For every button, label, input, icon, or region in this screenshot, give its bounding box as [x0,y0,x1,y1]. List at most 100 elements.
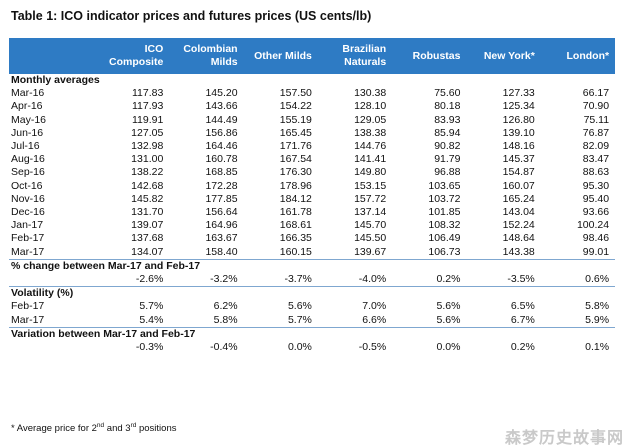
row-label-cell: Jul-16 [11,140,40,153]
value-cell: -3.5% [507,273,535,286]
table-row: Apr-16 117.93 143.66 154.22 128.10 80.18 125.3… [9,100,615,113]
value-cell: 137.68 [131,232,164,245]
value-cell: 148.64 [502,232,535,245]
value-cell: 127.33 [502,87,535,100]
section-header-row: Volatility (%) [9,286,616,301]
ico-price-table: ICO Composite Colombian Milds Other Milds … [9,38,616,354]
value-cell: 66.17 [582,87,610,100]
value-cell: 138.22 [131,166,164,179]
row-label-cell: Feb-17 [11,232,45,245]
value-cell: 125.34 [502,100,535,113]
value-cell: 144.49 [205,113,238,126]
table-row: May-16 119.91 144.49 155.19 129.05 83.93 126.8… [9,114,615,127]
value-cell: 117.93 [131,100,164,113]
value-cell: 91.79 [434,153,461,166]
value-cell: 96.88 [434,166,461,179]
value-cell: 143.04 [502,206,535,219]
value-cell: 164.96 [205,219,238,232]
section-label: Volatility (%) [9,286,616,301]
value-cell: 6.2% [213,300,238,313]
value-cell: 178.96 [279,179,312,192]
value-cell: 5.6% [436,313,461,326]
value-cell: 7.0% [362,300,387,313]
table-title: Table 1: ICO indicator prices and future… [11,9,372,23]
value-cell: 158.40 [205,245,238,258]
table-header-row: ICO Composite Colombian Milds Other Milds … [9,38,616,74]
value-cell: 100.24 [576,219,610,232]
table-row: Jan-17 139.07 164.96 168.61 145.70 108.32 152.… [9,219,615,232]
row-label-cell: Jan-17 [11,219,44,232]
value-cell: 160.15 [279,245,312,258]
value-cell: 176.30 [279,166,312,179]
value-cell: 139.07 [131,219,164,232]
value-cell: 143.66 [205,100,238,113]
value-cell: 134.07 [131,245,164,258]
value-cell: 165.24 [502,192,535,205]
value-cell: 99.01 [582,245,610,258]
value-cell: 5.9% [585,313,610,326]
value-cell: 5.7% [287,313,312,326]
value-cell: 6.5% [510,300,535,313]
value-cell: 160.78 [205,153,238,166]
value-cell: 95.30 [582,179,610,192]
value-cell: 152.24 [502,219,535,232]
value-cell: 139.67 [354,245,387,258]
table-row: Mar-17 5.4% 5.8% 5.7% 6.6% 5.6% 6.7% 5.9% [9,314,615,328]
footnote: * Average price for 2nd and 3rd position… [11,422,177,435]
row-label-cell: Jun-16 [11,126,44,139]
value-cell: -0.4% [210,341,238,354]
value-cell: 98.46 [582,232,610,245]
value-cell: 75.11 [583,113,610,126]
row-label-cell: Nov-16 [11,192,45,205]
value-cell: 108.32 [428,219,461,232]
row-label-cell [9,341,95,354]
value-cell: -3.2% [210,273,238,286]
header-colombian-milds: Colombian Milds [169,38,244,74]
value-cell: 145.50 [354,232,387,245]
value-cell: 6.7% [510,313,535,326]
value-cell: 145.70 [354,219,387,232]
value-cell: -4.0% [358,273,387,286]
value-cell: 88.63 [582,166,610,179]
table-row: Feb-17 137.68 163.67 166.35 145.50 106.49 148.… [9,232,615,245]
table-row: Oct-16 142.68 172.28 178.96 153.15 103.65 160.… [9,180,615,193]
value-cell: 75.60 [434,87,461,100]
value-cell: 137.14 [354,206,387,219]
section-header-row: % change between Mar-17 and Feb-17 [9,258,616,274]
value-cell: 142.68 [131,179,164,192]
header-brazilian-naturals: Brazilian Naturals [317,38,393,74]
value-cell: 144.76 [354,140,387,153]
value-cell: 154.22 [279,100,312,113]
header-london: London* [540,38,616,74]
value-cell: 160.07 [502,179,535,192]
table-row: -2.6% -3.2% -3.7% -4.0% 0.2% -3.5% 0.6% [9,273,615,287]
value-cell: 83.47 [582,153,610,166]
value-cell: 5.6% [436,300,461,313]
value-cell: 155.19 [279,113,312,126]
header-robustas: Robustas [392,38,467,74]
value-cell: 0.0% [436,341,461,354]
value-cell: 0.2% [510,341,535,354]
table-row: Nov-16 145.82 177.85 184.12 157.72 103.72 165.… [9,193,615,206]
value-cell: 143.38 [502,245,535,258]
value-cell: 161.78 [279,206,312,219]
table-row: Mar-17 134.07 158.40 160.15 139.67 106.73 143.… [9,246,615,260]
table-row: Aug-16 131.00 160.78 167.54 141.41 91.79 145.3… [9,153,615,166]
value-cell: 149.80 [354,166,387,179]
header-new-york: New York* [466,38,541,74]
value-cell: 82.09 [582,140,610,153]
row-label-cell: Mar-16 [11,87,45,100]
value-cell: -0.3% [135,341,164,354]
value-cell: 171.76 [279,140,312,153]
value-cell: 5.6% [287,300,312,313]
value-cell: -2.6% [135,273,164,286]
value-cell: 172.28 [205,179,238,192]
row-label-cell: Feb-17 [11,300,45,313]
value-cell: 106.49 [428,232,461,245]
row-label-cell: Apr-16 [11,100,43,113]
value-cell: 157.50 [279,87,312,100]
header-other-milds: Other Milds [243,38,318,74]
value-cell: 127.05 [131,126,164,139]
header-ico-composite: ICO Composite [95,38,170,74]
row-label-cell [9,273,95,287]
